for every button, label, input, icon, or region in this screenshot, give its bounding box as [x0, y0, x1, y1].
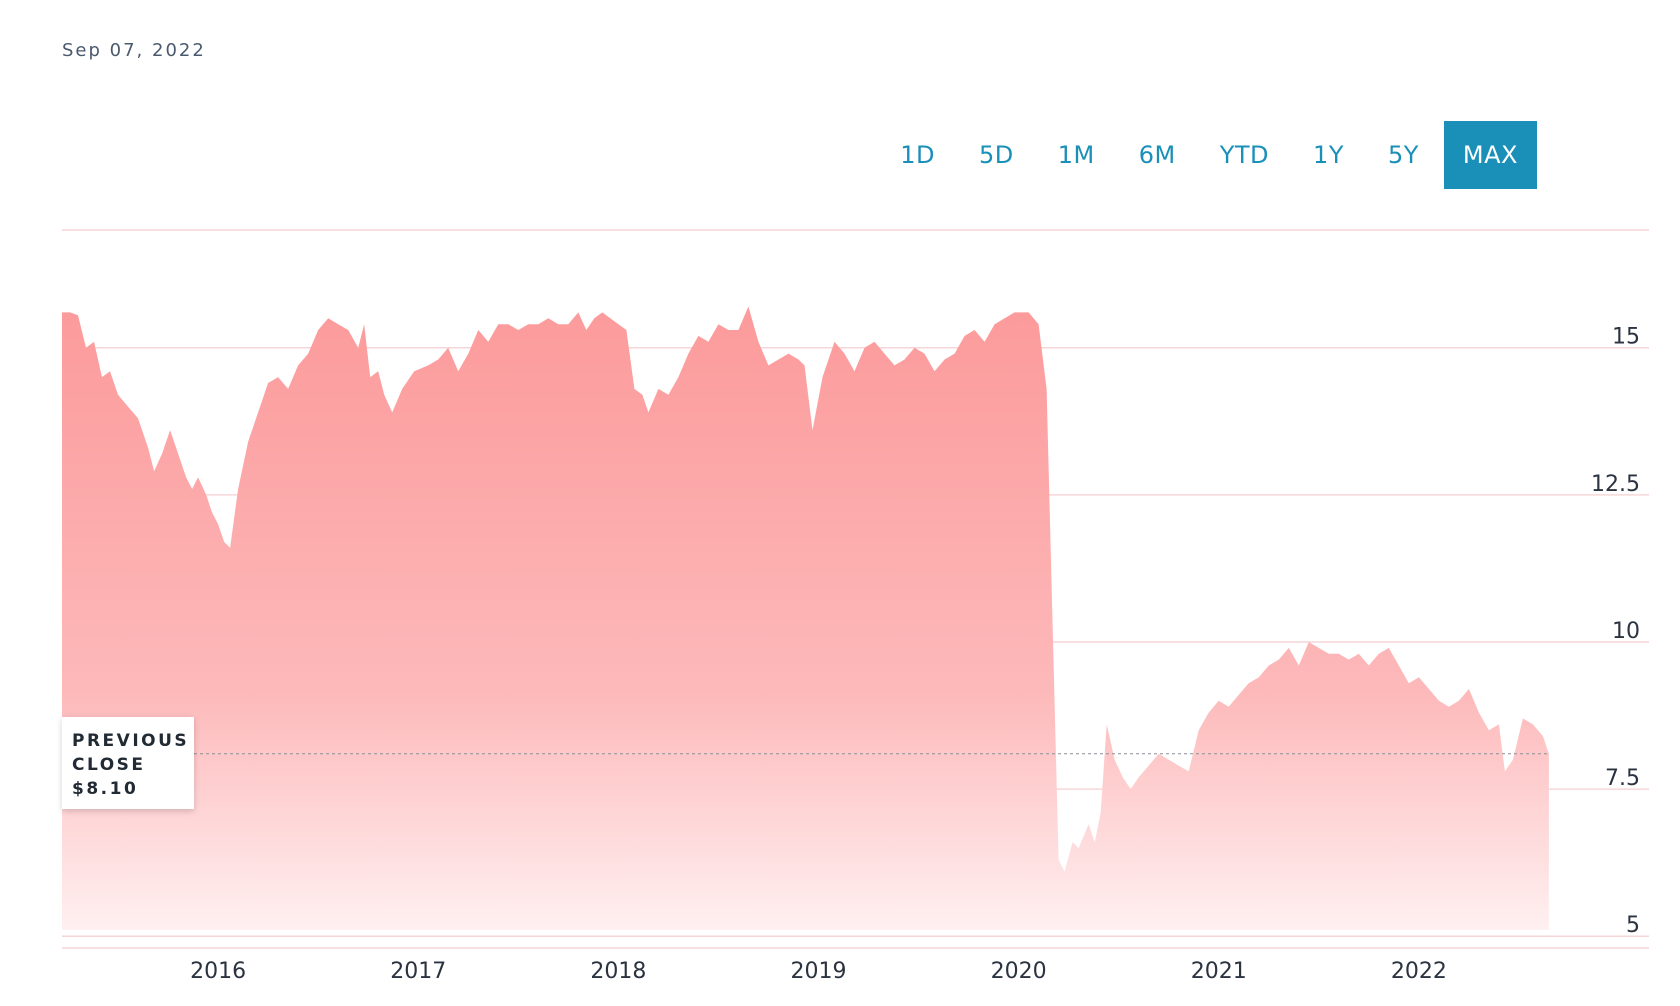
tab-1m[interactable]: 1M	[1057, 141, 1095, 169]
previous-close-label-line2: CLOSE	[72, 755, 146, 775]
previous-close-value: $8.10	[72, 779, 139, 799]
y-tick-label: 10	[1612, 619, 1640, 644]
price-area	[62, 306, 1549, 930]
x-tick-label: 2018	[590, 959, 646, 984]
range-selector: 1D 5D 1M 6M YTD 1Y 5Y MAX	[875, 121, 1537, 189]
x-tick-label: 2016	[190, 959, 246, 984]
y-tick-label: 5	[1626, 913, 1640, 938]
chart-date: Sep 07, 2022	[62, 40, 206, 61]
x-tick-label: 2017	[390, 959, 446, 984]
x-tick-label: 2021	[1191, 959, 1247, 984]
x-tick-label: 2019	[790, 959, 846, 984]
y-tick-label: 15	[1612, 325, 1640, 350]
tab-5d[interactable]: 5D	[979, 141, 1014, 169]
tab-1y[interactable]: 1Y	[1313, 141, 1344, 169]
tab-1d[interactable]: 1D	[900, 141, 936, 169]
tab-max[interactable]: MAX	[1443, 121, 1537, 189]
tab-5y[interactable]: 5Y	[1387, 141, 1419, 169]
previous-close-badge: PREVIOUS CLOSE $8.10	[62, 717, 194, 809]
y-tick-label: 12.5	[1591, 472, 1640, 497]
x-tick-label: 2020	[991, 959, 1047, 984]
previous-close-label-line1: PREVIOUS	[72, 731, 190, 751]
x-tick-label: 2022	[1391, 959, 1447, 984]
y-tick-label: 7.5	[1605, 766, 1640, 791]
y-axis: 15 12.5 10 7.5 5	[1591, 325, 1640, 939]
x-axis: 2016 2017 2018 2019 2020 2021 2022	[190, 959, 1447, 984]
tab-6m[interactable]: 6M	[1138, 141, 1176, 169]
tab-ytd[interactable]: YTD	[1219, 141, 1270, 169]
